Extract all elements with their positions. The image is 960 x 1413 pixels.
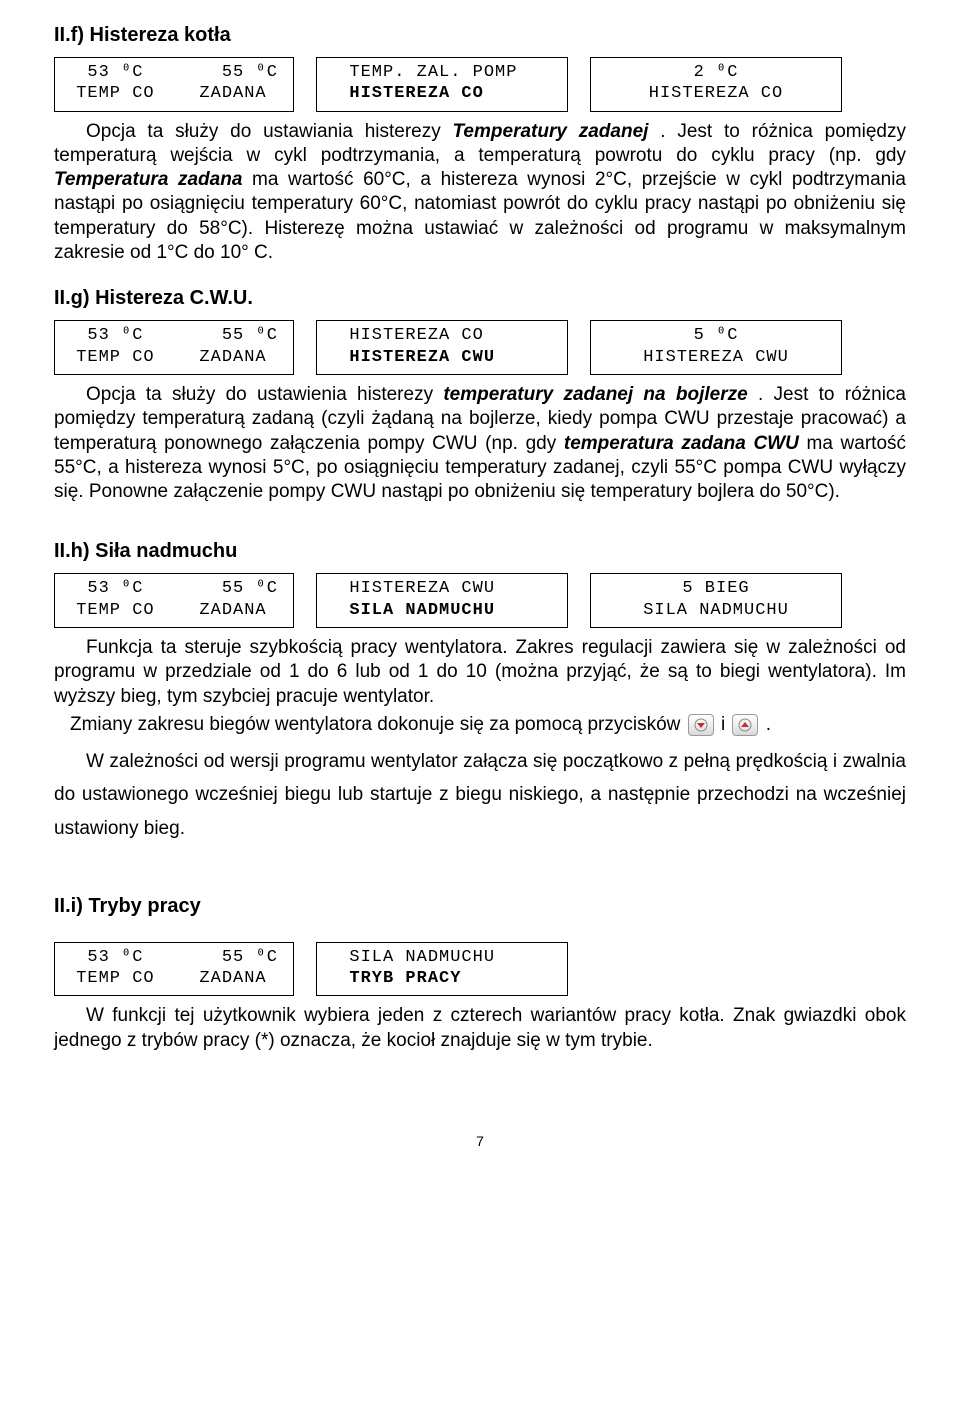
display-box-value: 5 ⁰C HISTEREZA CWU [590, 320, 842, 375]
display-line: TEMP CO ZADANA [65, 600, 283, 621]
text: Zmiany zakresu biegów wentylatora dokonu… [70, 714, 686, 735]
paragraph-h3: W zależności od wersji programu wentylat… [54, 745, 906, 845]
display-line: TRYB PRACY [327, 968, 557, 989]
display-row-i: 53 ⁰C 55 ⁰C TEMP CO ZADANA SILA NADMUCHU… [54, 942, 906, 997]
heading-h: II.h) Siła nadmuchu [54, 540, 906, 563]
display-line: TEMP CO ZADANA [65, 83, 283, 104]
text-emphasis: Temperatury zadanej [453, 121, 649, 142]
display-box-menu: TEMP. ZAL. POMP HISTEREZA CO [316, 57, 568, 112]
display-box-menu: HISTEREZA CO HISTEREZA CWU [316, 320, 568, 375]
display-row-f: 53 ⁰C 55 ⁰C TEMP CO ZADANA TEMP. ZAL. PO… [54, 57, 906, 112]
display-line: 53 ⁰C 55 ⁰C [65, 578, 283, 599]
text-emphasis: temperatury zadanej na bojlerze [443, 384, 747, 405]
display-box-temp: 53 ⁰C 55 ⁰C TEMP CO ZADANA [54, 942, 294, 997]
text-emphasis: Temperatura zadana [54, 169, 242, 190]
display-line: TEMP CO ZADANA [65, 968, 283, 989]
display-box-menu: HISTEREZA CWU SILA NADMUCHU [316, 573, 568, 628]
display-row-g: 53 ⁰C 55 ⁰C TEMP CO ZADANA HISTEREZA CO … [54, 320, 906, 375]
text: Opcja ta służy do ustawienia histerezy [86, 384, 443, 405]
display-line: 2 ⁰C [601, 62, 831, 83]
display-box-temp: 53 ⁰C 55 ⁰C TEMP CO ZADANA [54, 320, 294, 375]
up-button-icon[interactable] [732, 714, 758, 736]
display-box-value: 5 BIEG SILA NADMUCHU [590, 573, 842, 628]
display-box-temp: 53 ⁰C 55 ⁰C TEMP CO ZADANA [54, 573, 294, 628]
heading-i: II.i) Tryby pracy [54, 895, 906, 918]
display-line: 5 BIEG [601, 578, 831, 599]
display-line: SILA NADMUCHU [327, 600, 557, 621]
display-line: 5 ⁰C [601, 325, 831, 346]
text-emphasis: temperatura zadana CWU [564, 433, 799, 454]
display-line: HISTEREZA CO [327, 83, 557, 104]
display-line: HISTEREZA CO [601, 83, 831, 104]
display-line: HISTEREZA CWU [327, 347, 557, 368]
display-line: 53 ⁰C 55 ⁰C [65, 62, 283, 83]
page-document: II.f) Histereza kotła 53 ⁰C 55 ⁰C TEMP C… [0, 0, 960, 1189]
text: . [766, 714, 771, 735]
display-line: SILA NADMUCHU [601, 600, 831, 621]
paragraph-i: W funkcji tej użytkownik wybiera jeden z… [54, 1004, 906, 1053]
display-line: SILA NADMUCHU [327, 947, 557, 968]
paragraph-h1: Funkcja ta steruje szybkością pracy went… [54, 636, 906, 709]
display-line: HISTEREZA CWU [601, 347, 831, 368]
display-line: HISTEREZA CO [327, 325, 557, 346]
display-box-value: 2 ⁰C HISTEREZA CO [590, 57, 842, 112]
paragraph-g: Opcja ta służy do ustawienia histerezy t… [54, 383, 906, 505]
display-row-h: 53 ⁰C 55 ⁰C TEMP CO ZADANA HISTEREZA CWU… [54, 573, 906, 628]
paragraph-h2: Zmiany zakresu biegów wentylatora dokonu… [54, 713, 906, 737]
paragraph-f: Opcja ta służy do ustawiania histerezy T… [54, 120, 906, 266]
text: i [721, 714, 731, 735]
display-line: 53 ⁰C 55 ⁰C [65, 947, 283, 968]
page-number: 7 [54, 1133, 906, 1149]
display-box-menu: SILA NADMUCHU TRYB PRACY [316, 942, 568, 997]
down-button-icon[interactable] [688, 714, 714, 736]
display-line: TEMP. ZAL. POMP [327, 62, 557, 83]
display-line: HISTEREZA CWU [327, 578, 557, 599]
heading-f: II.f) Histereza kotła [54, 24, 906, 47]
display-box-temp: 53 ⁰C 55 ⁰C TEMP CO ZADANA [54, 57, 294, 112]
text: Opcja ta służy do ustawiania histerezy [86, 121, 453, 142]
heading-g: II.g) Histereza C.W.U. [54, 287, 906, 310]
display-line: 53 ⁰C 55 ⁰C [65, 325, 283, 346]
display-line: TEMP CO ZADANA [65, 347, 283, 368]
